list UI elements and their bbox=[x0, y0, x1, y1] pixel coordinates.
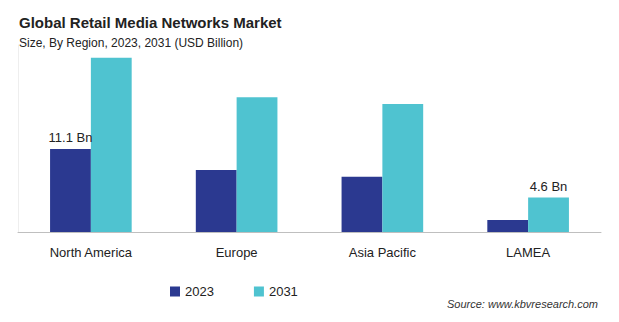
svg-text:Asia Pacific: Asia Pacific bbox=[349, 245, 417, 260]
svg-text:LAMEA: LAMEA bbox=[506, 245, 550, 260]
svg-text:Europe: Europe bbox=[216, 245, 258, 260]
svg-text:North America: North America bbox=[50, 245, 133, 260]
svg-text:11.1 Bn: 11.1 Bn bbox=[49, 130, 93, 145]
svg-text:2031: 2031 bbox=[269, 284, 298, 299]
svg-text:Size, By Region, 2023, 2031 (U: Size, By Region, 2023, 2031 (USD Billion… bbox=[19, 36, 243, 50]
svg-text:4.6 Bn: 4.6 Bn bbox=[530, 179, 568, 194]
svg-text:Global Retail Media Networks M: Global Retail Media Networks Market bbox=[19, 14, 282, 31]
svg-text:2023: 2023 bbox=[185, 284, 214, 299]
svg-text:Source: www.kbvresearch.com: Source: www.kbvresearch.com bbox=[447, 298, 598, 310]
